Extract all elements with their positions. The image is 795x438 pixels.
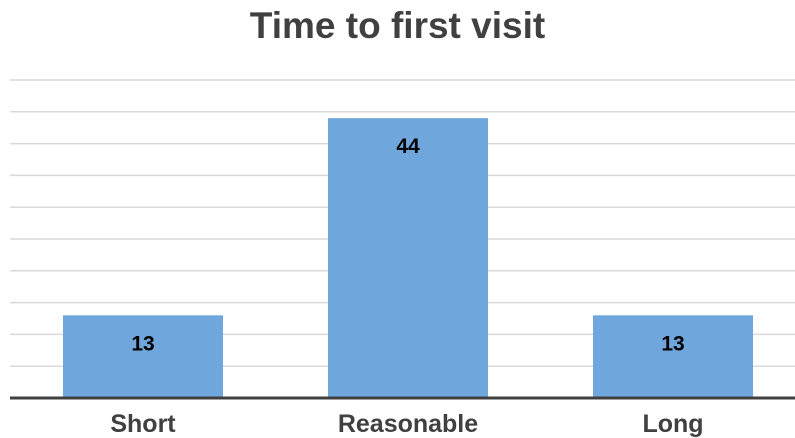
tick-label-reasonable: Reasonable [338,410,478,438]
bars [63,118,753,398]
bar-reasonable [328,118,488,398]
data-label-short: 13 [131,332,154,355]
tick-label-long: Long [642,410,703,438]
data-label-reasonable: 44 [396,135,420,158]
tick-label-short: Short [110,410,176,438]
bar-short [63,315,223,398]
x-tick-labels: Short Reasonable Long [110,410,703,438]
bar-long [593,315,753,398]
data-label-long: 13 [661,332,684,355]
chart-title: Time to first visit [249,5,546,46]
data-labels: 13 44 13 [131,135,684,355]
